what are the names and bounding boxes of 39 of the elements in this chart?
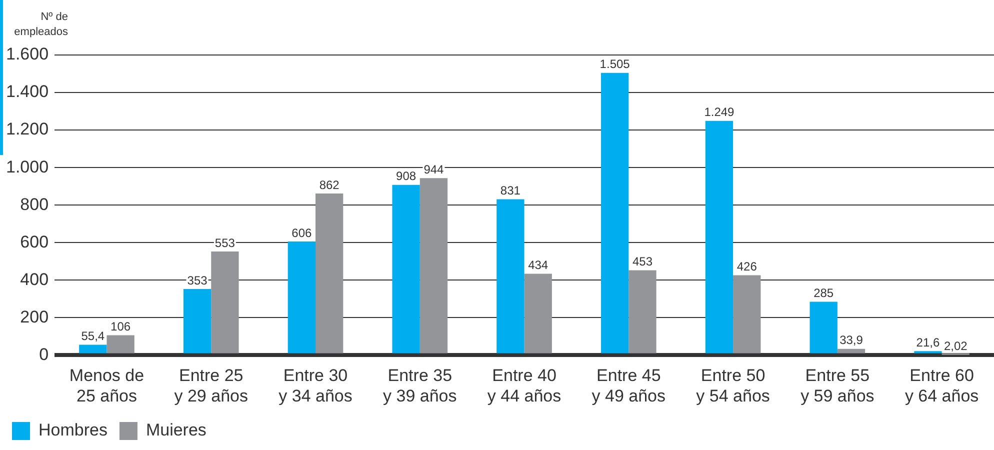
data-label: 944 <box>424 162 444 176</box>
legend-label: Hombres <box>38 420 108 440</box>
y-tick-label: 1.400 <box>6 82 49 102</box>
y-tick-label: 800 <box>20 194 49 214</box>
data-label: 553 <box>214 236 236 250</box>
y-tick-label: 1.200 <box>6 120 49 139</box>
y-tick-label: 1.000 <box>6 157 49 176</box>
y-axis-title: Nº de empleados <box>13 10 68 40</box>
data-label: 1.249 <box>704 105 735 120</box>
data-label: 1.505 <box>600 57 630 72</box>
data-label: 33,9 <box>840 333 864 348</box>
data-label: 2,02 <box>944 339 968 354</box>
data-label: 353 <box>187 273 208 288</box>
x-tick-label: Entre 60 y 64 años <box>904 366 979 406</box>
data-label: 606 <box>292 226 312 240</box>
y-tick-label: 400 <box>20 270 49 289</box>
x-tick-label: Entre 25 y 29 años <box>174 366 248 406</box>
data-label: 426 <box>736 260 758 274</box>
x-tick-label: Entre 50 y 54 años <box>696 366 770 406</box>
data-label: 55,4 <box>81 329 105 344</box>
y-tick-label: 200 <box>20 307 49 326</box>
y-tick-label: 1.600 <box>6 44 49 64</box>
data-label: 285 <box>814 286 834 300</box>
x-tick-label: Entre 45 y 49 años <box>592 366 666 406</box>
x-tick-label: Menos de 25 años <box>69 366 144 406</box>
data-label: 106 <box>110 320 131 334</box>
y-tick-label: 600 <box>20 232 49 252</box>
y-tick-label: 0 <box>39 344 49 364</box>
x-tick-label: Entre 30 y 34 años <box>278 366 352 406</box>
data-label: 434 <box>528 258 548 272</box>
legend-label: Muieres <box>146 420 206 440</box>
data-label: 453 <box>632 254 653 269</box>
data-label: 908 <box>396 169 416 184</box>
x-tick-label: Entre 40 y 44 años <box>487 366 562 406</box>
x-tick-label: Entre 35 y 39 años <box>383 366 457 406</box>
data-label: 21,6 <box>916 335 940 350</box>
data-label: 862 <box>319 178 340 192</box>
x-tick-label: Entre 55 y 59 años <box>800 366 874 406</box>
data-label: 831 <box>500 184 521 198</box>
